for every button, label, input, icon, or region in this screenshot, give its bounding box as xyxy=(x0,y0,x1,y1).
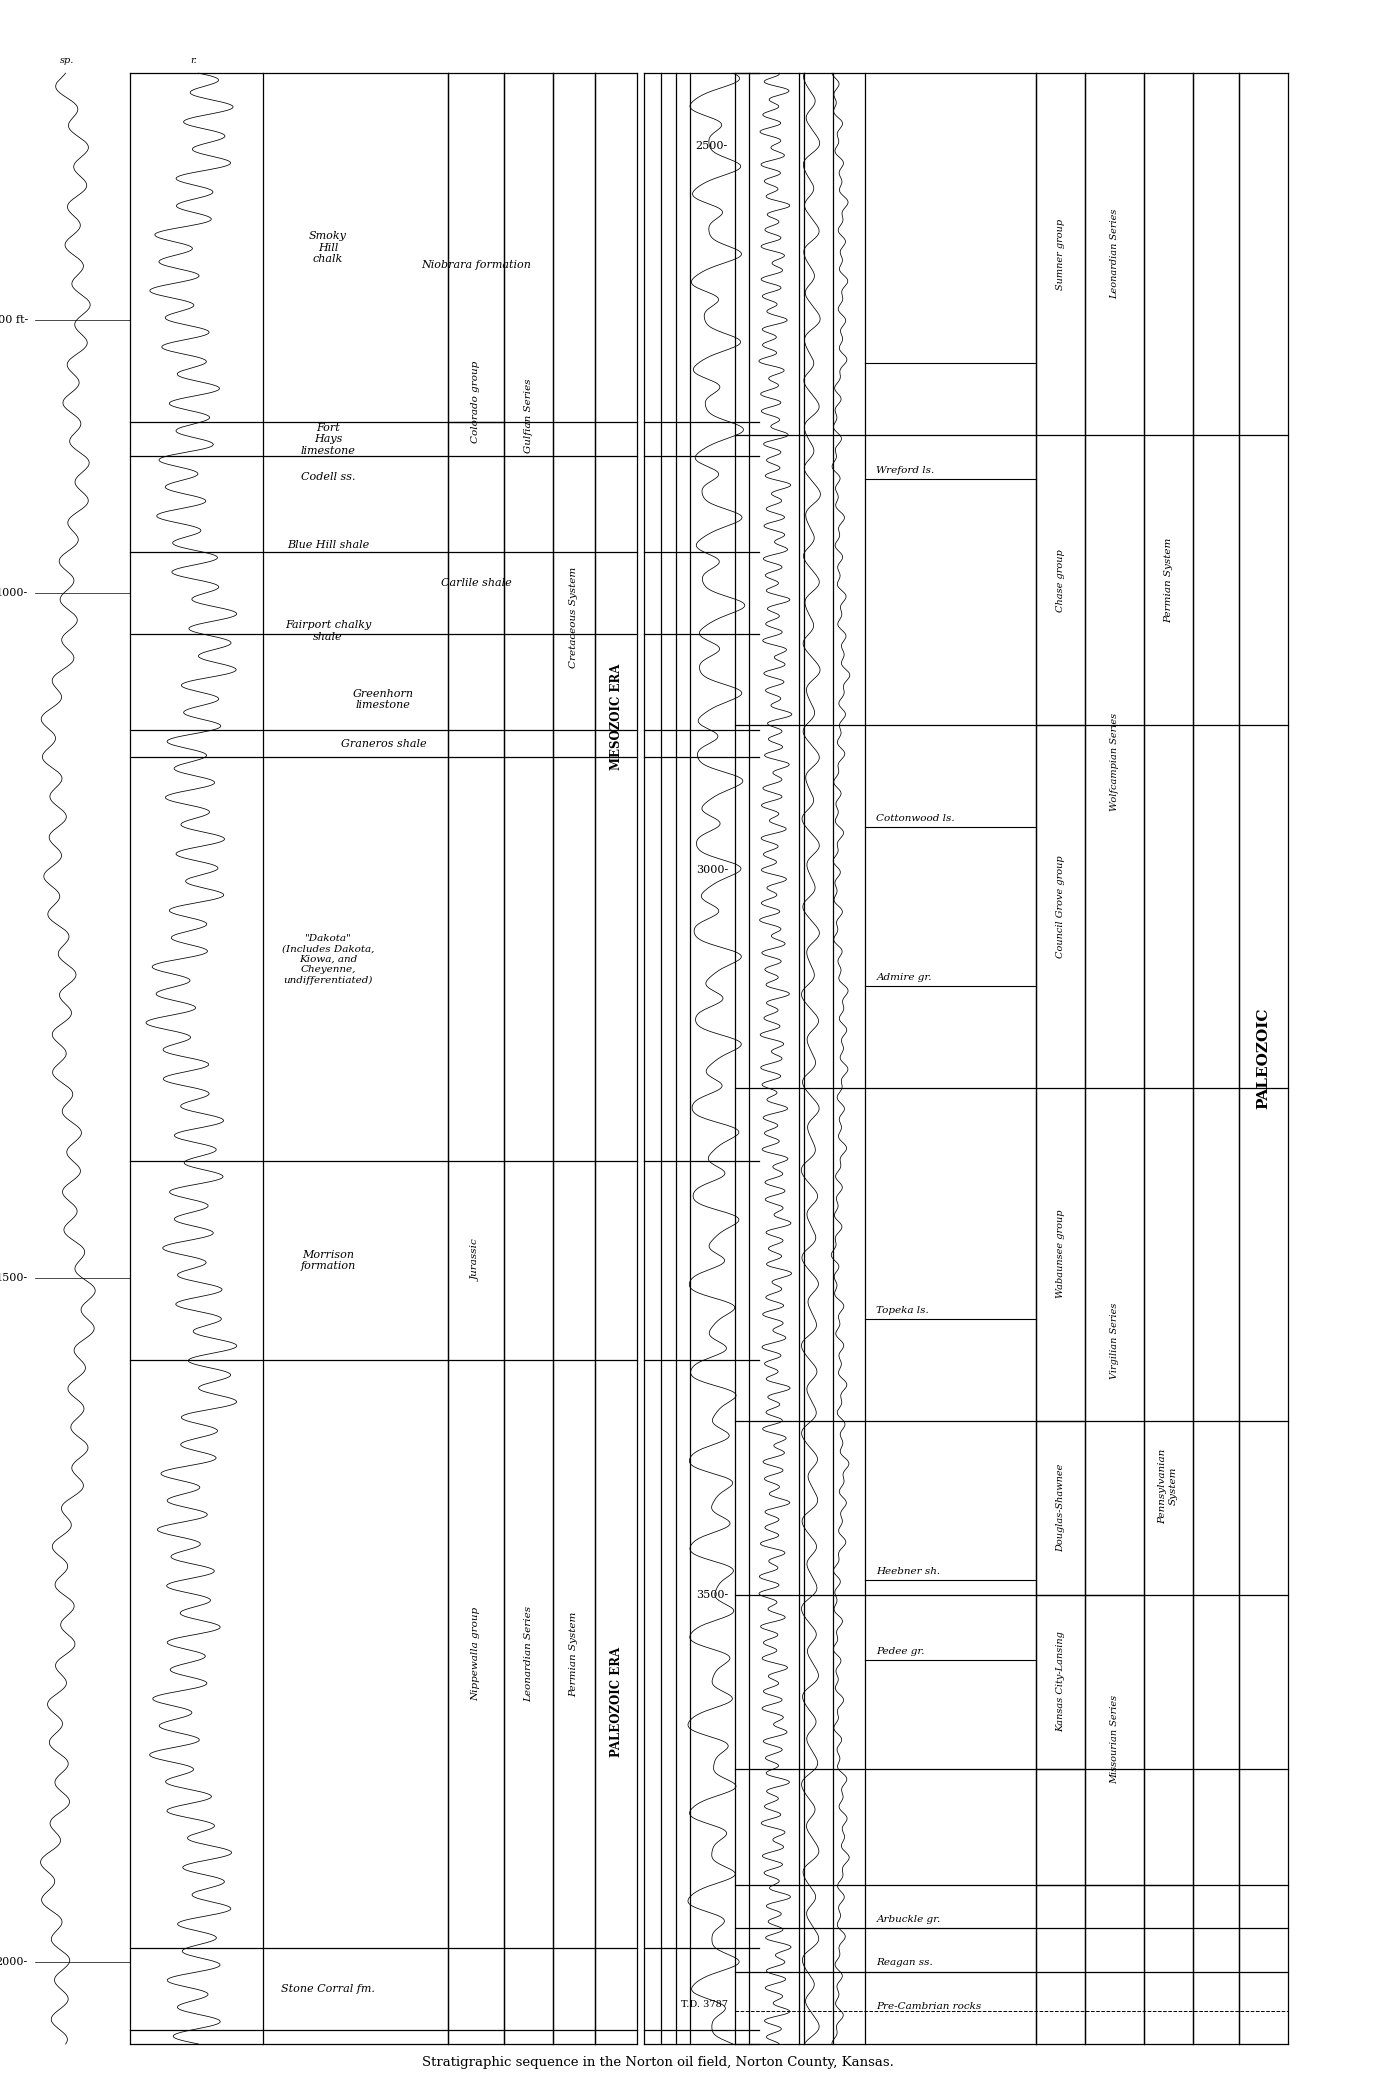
Text: Douglas-Shawnee: Douglas-Shawnee xyxy=(1056,1463,1065,1553)
Text: T.D. 3787: T.D. 3787 xyxy=(680,2000,728,2008)
Text: 3000-: 3000- xyxy=(696,865,728,876)
Text: 1500-: 1500- xyxy=(0,1273,28,1283)
Text: Missourian Series: Missourian Series xyxy=(1110,1695,1119,1785)
Text: Permian System: Permian System xyxy=(570,1611,578,1697)
Text: Niobrara formation: Niobrara formation xyxy=(421,259,531,270)
Text: Wolfcampian Series: Wolfcampian Series xyxy=(1110,713,1119,811)
Text: Colorado group: Colorado group xyxy=(472,359,480,443)
Text: Heebner sh.: Heebner sh. xyxy=(876,1568,941,1576)
Text: Wreford ls.: Wreford ls. xyxy=(876,466,935,474)
Text: Nippewalla group: Nippewalla group xyxy=(472,1607,480,1701)
Text: "Dakota"
(Includes Dakota,
Kiowa, and
Cheyenne,
undifferentiated): "Dakota" (Includes Dakota, Kiowa, and Ch… xyxy=(281,934,374,984)
Text: Gulfian Series: Gulfian Series xyxy=(524,378,533,454)
Text: Stone Corral fm.: Stone Corral fm. xyxy=(281,1983,375,1994)
Text: Fairport chalky
shale: Fairport chalky shale xyxy=(284,621,371,642)
Text: Carlile shale: Carlile shale xyxy=(441,579,511,587)
Text: 800 ft-: 800 ft- xyxy=(0,314,28,324)
Text: Wabaunsee group: Wabaunsee group xyxy=(1056,1210,1065,1298)
Text: MESOZOIC ERA: MESOZOIC ERA xyxy=(609,663,623,769)
Text: Council Grove group: Council Grove group xyxy=(1056,855,1065,957)
Text: Pedee gr.: Pedee gr. xyxy=(876,1647,925,1655)
Text: Admire gr.: Admire gr. xyxy=(876,974,932,982)
Text: Morrison
formation: Morrison formation xyxy=(300,1250,356,1271)
Text: Reagan ss.: Reagan ss. xyxy=(876,1958,934,1967)
Text: r.: r. xyxy=(190,56,196,65)
Text: 2500-: 2500- xyxy=(696,140,728,150)
Text: Pennsylvanian
System: Pennsylvanian System xyxy=(1159,1448,1177,1524)
Text: 3500-: 3500- xyxy=(696,1590,728,1599)
Text: Kansas City-Lansing: Kansas City-Lansing xyxy=(1056,1632,1065,1733)
Text: PALEOZOIC ERA: PALEOZOIC ERA xyxy=(609,1647,623,1758)
Text: Jurassic: Jurassic xyxy=(472,1239,480,1281)
Text: Leonardian Series: Leonardian Series xyxy=(1110,209,1119,299)
Text: Cretaceous System: Cretaceous System xyxy=(570,566,578,669)
Text: Permian System: Permian System xyxy=(1163,537,1173,623)
Text: PALEOZOIC: PALEOZOIC xyxy=(1257,1007,1271,1110)
Text: Pre-Cambrian rocks: Pre-Cambrian rocks xyxy=(876,2002,981,2011)
Text: Topeka ls.: Topeka ls. xyxy=(876,1306,930,1315)
Text: Fort
Hays
limestone: Fort Hays limestone xyxy=(301,422,356,456)
Text: Blue Hill shale: Blue Hill shale xyxy=(287,541,370,550)
Text: Codell ss.: Codell ss. xyxy=(301,472,356,483)
Text: Stratigraphic sequence in the Norton oil field, Norton County, Kansas.: Stratigraphic sequence in the Norton oil… xyxy=(421,2057,895,2069)
Text: sp.: sp. xyxy=(60,56,74,65)
Text: Chase group: Chase group xyxy=(1056,550,1065,612)
Text: Smoky
Hill
chalk: Smoky Hill chalk xyxy=(309,232,347,263)
Text: Cottonwood ls.: Cottonwood ls. xyxy=(876,813,955,823)
Text: Greenhorn
limestone: Greenhorn limestone xyxy=(353,688,414,711)
Text: 2000-: 2000- xyxy=(0,1956,28,1967)
Text: Arbuckle gr.: Arbuckle gr. xyxy=(876,1914,941,1925)
Text: 1000-: 1000- xyxy=(0,587,28,598)
Text: Virgilian Series: Virgilian Series xyxy=(1110,1302,1119,1379)
Text: Graneros shale: Graneros shale xyxy=(340,738,426,748)
Text: Sumner group: Sumner group xyxy=(1056,219,1065,291)
Text: Leonardian Series: Leonardian Series xyxy=(524,1605,533,1701)
